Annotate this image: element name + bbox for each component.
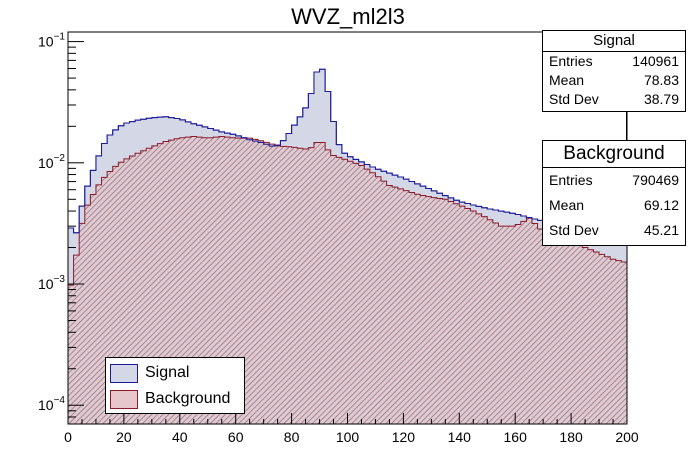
legend: Signal Background [105, 357, 245, 414]
legend-label-background: Background [145, 390, 231, 407]
x-tick-label: 160 [504, 429, 528, 445]
x-tick-label: 40 [172, 429, 188, 445]
y-tick-label: 10−2 [38, 153, 65, 171]
signal-mean-label: Mean [549, 72, 585, 88]
background-stat-box: Background Entries 790469 Mean 69.12 Std… [542, 140, 686, 246]
background-entries-value: 790469 [632, 172, 679, 188]
x-tick-label: 100 [336, 429, 360, 445]
legend-item-background: Background [106, 386, 244, 412]
signal-stddev-value: 38.79 [643, 91, 679, 107]
x-tick-label: 200 [615, 429, 639, 445]
signal-stat-mean: Mean 78.83 [543, 71, 685, 90]
x-tick-label: 180 [559, 429, 583, 445]
statbox-connector [626, 111, 627, 141]
background-stddev-value: 45.21 [643, 222, 679, 238]
signal-stddev-label: Std Dev [549, 91, 599, 107]
legend-swatch-background [110, 389, 138, 409]
background-stat-stddev: Std Dev 45.21 [543, 218, 685, 243]
background-stat-entries: Entries 790469 [543, 168, 685, 193]
background-entries-label: Entries [549, 172, 593, 188]
x-tick-label: 60 [228, 429, 244, 445]
background-stat-title: Background [543, 141, 685, 168]
legend-swatch-signal [110, 363, 138, 383]
legend-label-signal: Signal [145, 364, 190, 381]
x-tick-label: 140 [448, 429, 472, 445]
signal-entries-label: Entries [549, 53, 593, 69]
legend-item-signal: Signal [106, 360, 244, 386]
signal-stat-stddev: Std Dev 38.79 [543, 90, 685, 109]
chart-title: WVZ_ml2l3 [291, 4, 405, 29]
signal-stat-title: Signal [543, 31, 685, 52]
signal-entries-value: 140961 [632, 53, 679, 69]
x-tick-label: 80 [284, 429, 300, 445]
y-tick-label: 10−4 [38, 395, 65, 413]
x-tick-label: 0 [64, 429, 72, 445]
background-histogram [68, 135, 627, 424]
background-stat-mean: Mean 69.12 [543, 193, 685, 218]
signal-histogram-outline [68, 68, 627, 424]
y-tick-label: 10−3 [38, 274, 65, 292]
background-mean-value: 69.12 [643, 197, 679, 213]
x-tick-label: 120 [392, 429, 416, 445]
background-mean-label: Mean [549, 197, 585, 213]
y-tick-label: 10−1 [38, 32, 65, 50]
background-stddev-label: Std Dev [549, 222, 599, 238]
signal-stat-entries: Entries 140961 [543, 52, 685, 71]
signal-mean-value: 78.83 [643, 72, 679, 88]
signal-stat-box: Signal Entries 140961 Mean 78.83 Std Dev… [542, 30, 686, 112]
x-tick-label: 20 [116, 429, 132, 445]
